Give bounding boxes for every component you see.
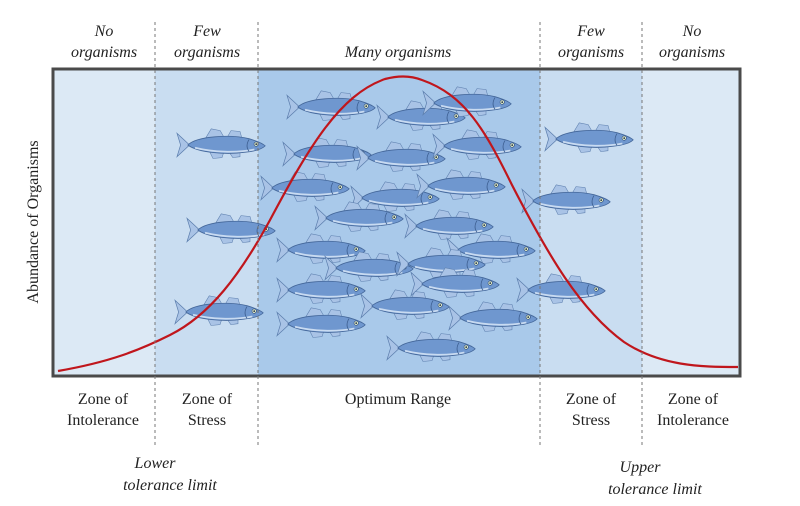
zone-backgrounds [53,69,740,376]
zone-label-optimum: Optimum Range [345,391,451,408]
zone-label-left-intolerance: Zone of Intolerance [67,391,139,429]
right-intolerance-zone [642,69,740,376]
right-stress-zone [540,69,642,376]
top-label-right-inner: Few organisms [558,23,624,61]
plot-frame [51,67,742,378]
left-intolerance-zone [53,69,155,376]
zone-dividers [154,22,643,446]
top-label-center: Many organisms [344,44,452,61]
zone-label-right-stress: Zone of Stress [566,391,617,429]
lower-tolerance-limit-label: Lower tolerance limit [123,455,217,494]
upper-tolerance-limit-label: Upper tolerance limit [608,459,702,498]
limit-labels: Lower tolerance limit Upper tolerance limi… [123,455,702,498]
top-labels: No organisms Few organisms Many organisms … [71,23,725,61]
y-axis-label: Abundance of Organisms [25,140,42,303]
top-label-left-inner: Few organisms [174,23,240,61]
zone-label-right-intolerance: Zone of Intolerance [657,391,729,429]
zone-label-left-stress: Zone of Stress [182,391,233,429]
zone-labels: Zone of Intolerance Zone of Stress Optimum… [67,391,729,429]
tolerance-curve [57,75,739,373]
top-label-left-outer: No organisms [71,23,137,61]
top-label-right-outer: No organisms [659,23,725,61]
